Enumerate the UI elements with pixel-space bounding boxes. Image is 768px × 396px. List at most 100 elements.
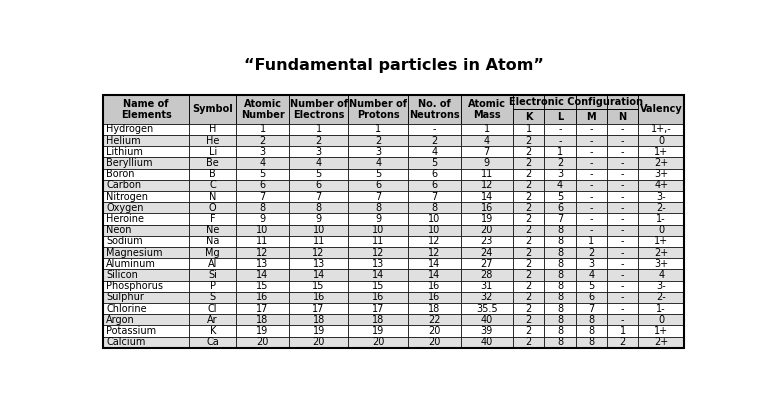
Bar — [289, 292, 349, 303]
Text: 11: 11 — [372, 236, 385, 246]
Text: 10: 10 — [372, 225, 385, 235]
Text: Number of
Protons: Number of Protons — [349, 99, 407, 120]
Bar — [575, 146, 607, 158]
Text: 7: 7 — [588, 304, 594, 314]
Text: 5: 5 — [260, 169, 266, 179]
Bar — [638, 213, 684, 225]
Text: 8: 8 — [557, 236, 563, 246]
Bar — [103, 95, 189, 124]
Text: 9: 9 — [376, 214, 382, 224]
Text: K: K — [525, 112, 532, 122]
Bar — [408, 135, 461, 146]
Text: 10: 10 — [313, 225, 325, 235]
Bar — [607, 95, 638, 109]
Text: S: S — [210, 293, 216, 303]
Text: -: - — [621, 203, 624, 213]
Text: 2: 2 — [557, 158, 563, 168]
Bar — [103, 169, 189, 180]
Bar — [189, 169, 237, 180]
Bar — [349, 124, 408, 135]
Bar — [545, 191, 575, 202]
Bar — [461, 258, 513, 269]
Text: 12: 12 — [313, 248, 325, 258]
Bar — [545, 258, 575, 269]
Text: Phosphorus: Phosphorus — [106, 281, 163, 291]
Bar — [461, 292, 513, 303]
Text: 2: 2 — [525, 236, 531, 246]
Text: 2: 2 — [316, 136, 322, 146]
Bar — [103, 303, 189, 314]
Bar — [349, 281, 408, 292]
Text: 6: 6 — [260, 181, 266, 190]
Text: 1: 1 — [376, 124, 382, 135]
Bar — [189, 236, 237, 247]
Bar — [638, 202, 684, 213]
Text: 1: 1 — [588, 236, 594, 246]
Text: 0: 0 — [658, 136, 664, 146]
Bar — [237, 225, 289, 236]
Text: Helium: Helium — [106, 136, 141, 146]
Bar — [461, 337, 513, 348]
Text: 8: 8 — [557, 293, 563, 303]
Bar — [607, 191, 638, 202]
Bar — [513, 169, 545, 180]
Bar — [349, 247, 408, 258]
Text: -: - — [621, 124, 624, 135]
Text: 5: 5 — [588, 281, 594, 291]
Bar — [189, 135, 237, 146]
Text: 1: 1 — [316, 124, 322, 135]
Bar — [237, 258, 289, 269]
Text: 18: 18 — [257, 315, 269, 325]
Bar — [575, 180, 607, 191]
Text: -: - — [590, 169, 593, 179]
Text: -: - — [558, 136, 561, 146]
Text: -: - — [621, 315, 624, 325]
Text: 27: 27 — [481, 259, 493, 269]
Text: Chlorine: Chlorine — [106, 304, 147, 314]
Bar — [237, 191, 289, 202]
Text: 18: 18 — [429, 304, 441, 314]
Bar — [575, 303, 607, 314]
Bar — [461, 158, 513, 169]
Bar — [513, 95, 545, 109]
Bar — [513, 326, 545, 337]
Bar — [189, 314, 237, 326]
Bar — [461, 269, 513, 281]
Bar — [289, 191, 349, 202]
Bar — [575, 236, 607, 247]
Text: 8: 8 — [588, 326, 594, 336]
Text: 3+: 3+ — [654, 259, 668, 269]
Bar — [237, 247, 289, 258]
Bar — [103, 258, 189, 269]
Bar — [638, 247, 684, 258]
Bar — [607, 213, 638, 225]
Bar — [545, 236, 575, 247]
Bar — [289, 213, 349, 225]
Bar — [513, 247, 545, 258]
Bar — [408, 213, 461, 225]
Bar — [461, 135, 513, 146]
Bar — [289, 135, 349, 146]
Bar — [513, 124, 545, 135]
Bar — [461, 247, 513, 258]
Text: 16: 16 — [313, 293, 325, 303]
Text: 2: 2 — [376, 136, 382, 146]
Bar — [575, 314, 607, 326]
Bar — [189, 326, 237, 337]
Text: 1: 1 — [557, 147, 563, 157]
Text: 20: 20 — [429, 337, 441, 347]
Bar — [607, 225, 638, 236]
Text: 2: 2 — [525, 293, 531, 303]
Text: 11: 11 — [481, 169, 493, 179]
Text: 8: 8 — [376, 203, 382, 213]
Bar — [408, 202, 461, 213]
Text: Mg: Mg — [205, 248, 220, 258]
Text: L: L — [557, 112, 563, 122]
Bar — [607, 124, 638, 135]
Bar — [189, 191, 237, 202]
Bar — [408, 281, 461, 292]
Text: 14: 14 — [429, 270, 441, 280]
Bar — [189, 124, 237, 135]
Bar — [638, 225, 684, 236]
Text: 2: 2 — [620, 337, 626, 347]
